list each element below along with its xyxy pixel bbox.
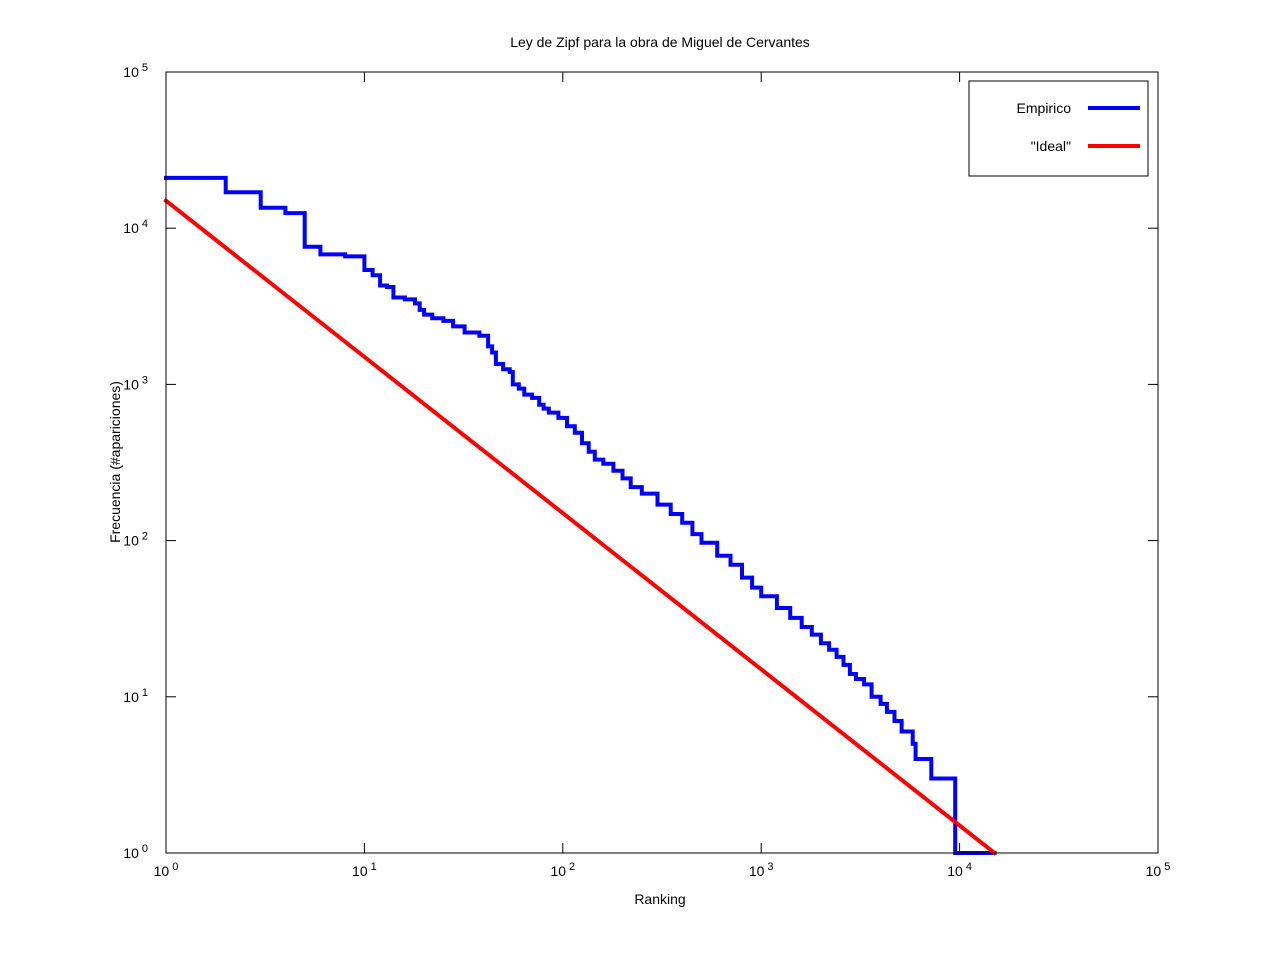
x-axis: 10 0 10 1 10 2 10 3 10 4 10 5 xyxy=(154,72,1171,879)
y-axis-label: Frecuencia (#apariciones) xyxy=(107,381,123,543)
legend-box xyxy=(968,80,1149,177)
legend-label: "Ideal" xyxy=(1031,138,1071,154)
legend: Empirico "Ideal" xyxy=(968,80,1149,177)
legend-label: Empirico xyxy=(1017,100,1072,116)
x-tick-label: 10 3 xyxy=(749,861,774,879)
y-tick-label: 10 0 xyxy=(123,843,148,861)
y-tick-label: 10 3 xyxy=(123,374,148,392)
series-line-ideal xyxy=(163,197,998,856)
y-tick-label: 10 5 xyxy=(123,62,148,80)
x-tick-label: 10 0 xyxy=(154,861,179,879)
x-tick-label: 10 2 xyxy=(550,861,575,879)
series-line-empirico xyxy=(164,175,997,855)
x-tick-label: 10 4 xyxy=(947,861,972,879)
x-tick-label: 10 5 xyxy=(1146,861,1171,879)
y-tick-label: 10 4 xyxy=(123,218,148,236)
chart-title: Ley de Zipf para la obra de Miguel de Ce… xyxy=(510,34,810,50)
x-axis-label: Ranking xyxy=(634,891,685,907)
x-tick-label: 10 1 xyxy=(352,861,377,879)
y-tick-label: 10 1 xyxy=(123,687,148,705)
series-layer xyxy=(163,175,998,856)
plot-frame xyxy=(165,71,1159,854)
y-tick-label: 10 2 xyxy=(123,531,148,549)
